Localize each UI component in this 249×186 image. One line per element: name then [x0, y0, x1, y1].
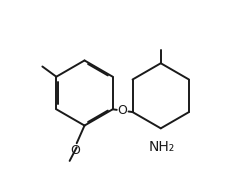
- Text: O: O: [118, 104, 127, 117]
- Text: NH₂: NH₂: [149, 140, 175, 154]
- Text: O: O: [70, 144, 80, 157]
